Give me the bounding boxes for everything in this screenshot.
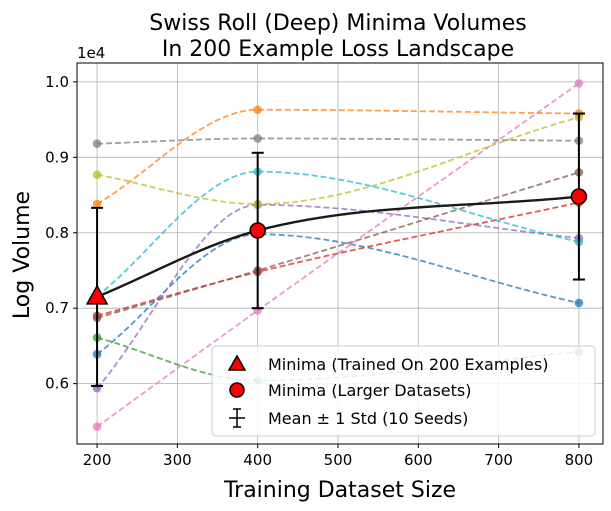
legend-triangle-marker [227, 354, 247, 371]
mean-point-larger-circle [249, 222, 266, 239]
seed-5-line [96, 203, 580, 389]
y-axis-label: Log Volume [10, 191, 35, 319]
seed-7-point [574, 79, 584, 88]
seed-7-line [96, 82, 580, 428]
seed-4-line [96, 201, 580, 317]
y-tick-label: 0.6 [45, 375, 69, 393]
y-tick-label: 0.7 [45, 299, 69, 317]
chart-title-line-1: Swiss Roll (Deep) Minima Volumes [149, 11, 526, 36]
seed-7-point [92, 422, 102, 431]
legend-entry-mean: Mean ± 1 Std (10 Seeds) [268, 409, 468, 428]
y-offset-label: 1e4 [77, 44, 105, 62]
x-tick-label: 600 [404, 451, 433, 469]
x-tick-label: 700 [484, 451, 513, 469]
x-axis-label: Training Dataset Size [223, 478, 456, 503]
seed-2-line [96, 108, 579, 205]
axis-ticks: 200 300 400 500 600 700 800 0.6 0.7 0.8 0.9 1.0 [45, 73, 593, 469]
y-tick-label: 1.0 [45, 73, 69, 91]
x-tick-label: 300 [163, 451, 192, 469]
y-tick-label: 0.8 [45, 224, 69, 242]
seed-2-point [92, 199, 102, 209]
mean-point-larger-circle [570, 188, 588, 205]
seed-8-line [97, 137, 579, 145]
seed-9-point [92, 170, 102, 179]
seed-2-point [253, 105, 262, 115]
seed-8-point [92, 139, 102, 149]
plot-frame [76, 62, 604, 445]
x-tick-label: 800 [565, 451, 594, 469]
seed-9-line [96, 116, 580, 205]
legend-entry-trained: Minima (Trained On 200 Examples) [268, 355, 548, 374]
chart-title-line-2: In 200 Example Loss Landscape [162, 37, 514, 62]
legend-errorbar-marker [229, 408, 245, 428]
seed-8-point [253, 134, 262, 143]
x-tick-label: 400 [243, 451, 272, 469]
mean-series [85, 112, 588, 387]
seed-series [92, 79, 584, 431]
y-tick-label: 0.9 [45, 148, 69, 166]
seed-6-line [96, 171, 580, 319]
x-tick-label: 200 [83, 451, 112, 469]
seed-10-line [96, 170, 580, 297]
seed-1-point [574, 298, 584, 308]
legend-circle-marker [229, 382, 245, 398]
x-tick-label: 500 [324, 451, 353, 469]
legend-box [211, 345, 596, 437]
mean-point-trained-triangle [85, 284, 109, 305]
legend-entry-larger: Minima (Larger Datasets) [268, 381, 471, 400]
mean-line [96, 195, 580, 298]
legend: Minima (Trained On 200 Examples) Minima … [211, 345, 596, 437]
